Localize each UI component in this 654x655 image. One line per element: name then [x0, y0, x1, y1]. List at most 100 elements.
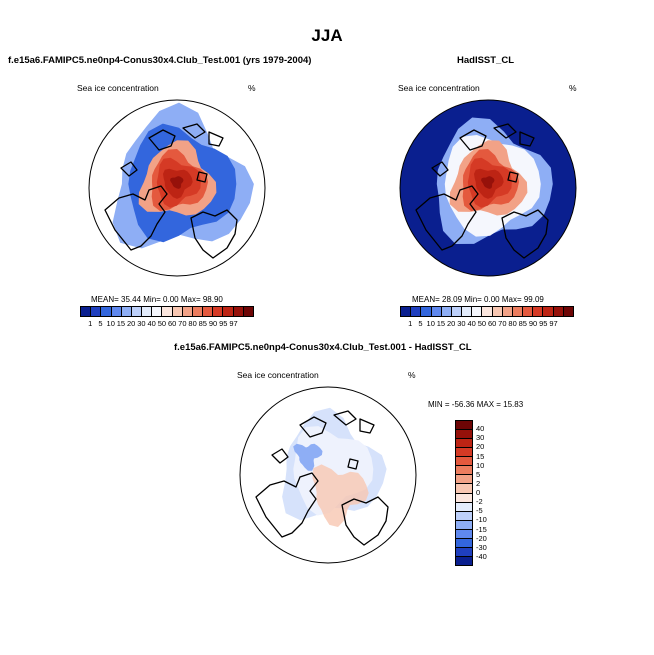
- colorbar-tick-label: 15: [436, 319, 446, 328]
- colorbar-tick-label: 10: [106, 319, 115, 328]
- obs-coastline: [507, 171, 519, 183]
- colorbar-tick-label: 10: [476, 460, 485, 470]
- colorbar-tick-label: 60: [167, 319, 177, 328]
- colorbar-swatch: [456, 430, 472, 440]
- colorbar-tick-label: 97: [549, 319, 558, 328]
- colorbar-tick-label: 85: [518, 319, 527, 328]
- colorbar-swatch: [81, 307, 92, 316]
- obs-coastline: [431, 161, 449, 177]
- obs-coastline: [501, 209, 549, 259]
- model-colorbar: [80, 306, 254, 317]
- obs-colorbar: [400, 306, 574, 317]
- colorbar-tick-label: -30: [476, 542, 487, 552]
- obs-map-border: [399, 99, 577, 277]
- colorbar-tick-label: 2: [476, 478, 481, 488]
- colorbar-tick-label: 15: [116, 319, 126, 328]
- colorbar-tick-label: 70: [498, 319, 507, 328]
- colorbar-swatch: [121, 307, 132, 316]
- colorbar-swatch: [492, 307, 503, 316]
- colorbar-tick-label: -15: [476, 524, 487, 534]
- colorbar-tick-label: -20: [476, 533, 487, 543]
- diff-coastline: [359, 418, 375, 434]
- colorbar-swatch: [456, 529, 472, 539]
- colorbar-tick-label: -40: [476, 551, 487, 561]
- colorbar-swatch: [101, 307, 112, 316]
- colorbar-swatch: [456, 448, 472, 458]
- model-coastline: [104, 185, 168, 251]
- colorbar-tick-label: 80: [188, 319, 197, 328]
- colorbar-swatch: [233, 307, 244, 316]
- colorbar-swatch: [456, 556, 472, 565]
- colorbar-swatch: [223, 307, 234, 316]
- model-stats: MEAN= 35.44 Min= 0.00 Max= 98.90: [91, 295, 223, 304]
- colorbar-swatch: [182, 307, 193, 316]
- colorbar-swatch: [111, 307, 122, 316]
- colorbar-swatch: [456, 466, 472, 476]
- colorbar-swatch: [431, 307, 442, 316]
- colorbar-swatch: [456, 493, 472, 503]
- model-coastline: [196, 171, 208, 183]
- colorbar-tick-label: 50: [157, 319, 167, 328]
- model-variable-label: Sea ice concentration: [77, 83, 159, 93]
- colorbar-swatch: [456, 520, 472, 530]
- model-coastline: [182, 123, 206, 139]
- colorbar-swatch: [203, 307, 214, 316]
- colorbar-swatch: [162, 307, 173, 316]
- colorbar-swatch: [172, 307, 183, 316]
- diff-units-label: %: [408, 370, 416, 380]
- colorbar-swatch: [462, 307, 473, 316]
- colorbar-tick-label: 70: [178, 319, 187, 328]
- colorbar-swatch: [456, 457, 472, 467]
- colorbar-swatch: [421, 307, 432, 316]
- colorbar-tick-label: 0: [476, 488, 481, 497]
- colorbar-tick-label: 30: [137, 319, 146, 328]
- model-coastline: [120, 161, 138, 177]
- obs-coastline: [459, 129, 487, 151]
- colorbar-tick-label: 5: [418, 319, 423, 328]
- colorbar-tick-label: 20: [476, 442, 485, 452]
- colorbar-swatch: [456, 484, 472, 494]
- colorbar-swatch: [472, 307, 483, 316]
- diff-coastline: [255, 472, 319, 538]
- colorbar-tick-label: 1: [408, 319, 413, 328]
- model-ice-core: [170, 176, 184, 189]
- diff-coastline: [347, 458, 359, 470]
- page-title: JJA: [311, 26, 343, 45]
- obs-coastline: [415, 185, 479, 251]
- colorbar-swatch: [543, 307, 554, 316]
- colorbar-swatch: [441, 307, 452, 316]
- colorbar-tick-label: 95: [539, 319, 548, 328]
- diff-colorbar: [455, 420, 473, 566]
- colorbar-swatch: [131, 307, 143, 316]
- colorbar-swatch: [456, 538, 472, 548]
- colorbar-swatch: [456, 439, 472, 449]
- model-panel-title: f.e15a6.FAMIPC5.ne0np4-Conus30x4.Club_Te…: [8, 55, 312, 66]
- colorbar-swatch: [512, 307, 524, 316]
- colorbar-tick-label: 90: [528, 319, 538, 328]
- diff-map-border: [239, 386, 417, 564]
- diff-coastline: [333, 410, 357, 426]
- model-coastline: [208, 131, 224, 147]
- colorbar-swatch: [563, 307, 573, 316]
- model-units-label: %: [248, 83, 256, 93]
- colorbar-swatch: [243, 307, 253, 316]
- diff-diff-field: [312, 464, 369, 527]
- colorbar-swatch: [401, 307, 412, 316]
- colorbar-swatch: [502, 307, 513, 316]
- model-coastline: [190, 209, 238, 259]
- colorbar-tick-label: 40: [467, 319, 476, 328]
- colorbar-tick-label: 97: [229, 319, 238, 328]
- obs-polar-map: [398, 98, 578, 278]
- colorbar-tick-label: 40: [476, 424, 485, 434]
- colorbar-swatch: [91, 307, 102, 316]
- colorbar-tick-label: 20: [447, 319, 456, 328]
- diff-coastline: [271, 448, 289, 464]
- colorbar-tick-label: -5: [476, 506, 483, 516]
- model-polar-map: [87, 98, 267, 278]
- obs-units-label: %: [569, 83, 577, 93]
- obs-panel-title: HadISST_CL: [457, 55, 515, 66]
- model-coastline: [148, 129, 176, 151]
- colorbar-swatch: [152, 307, 163, 316]
- diff-polar-map: [238, 385, 418, 565]
- diff-stats: MIN = -56.36 MAX = 15.83: [428, 400, 524, 409]
